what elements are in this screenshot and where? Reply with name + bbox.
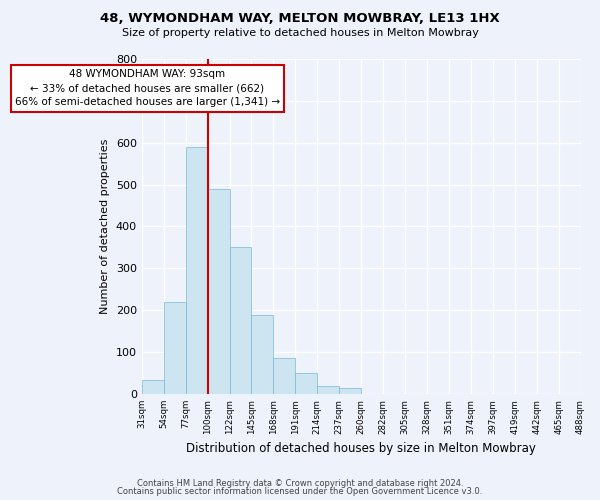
Y-axis label: Number of detached properties: Number of detached properties <box>100 139 110 314</box>
Bar <box>208 189 229 394</box>
Text: 48 WYMONDHAM WAY: 93sqm
← 33% of detached houses are smaller (662)
66% of semi-d: 48 WYMONDHAM WAY: 93sqm ← 33% of detache… <box>14 70 280 108</box>
Text: 48, WYMONDHAM WAY, MELTON MOWBRAY, LE13 1HX: 48, WYMONDHAM WAY, MELTON MOWBRAY, LE13 … <box>100 12 500 26</box>
Text: Contains HM Land Registry data © Crown copyright and database right 2024.: Contains HM Land Registry data © Crown c… <box>137 478 463 488</box>
Bar <box>164 302 185 394</box>
Bar <box>339 388 361 394</box>
Bar <box>251 315 274 394</box>
X-axis label: Distribution of detached houses by size in Melton Mowbray: Distribution of detached houses by size … <box>186 442 536 455</box>
Bar <box>274 358 295 394</box>
Bar <box>142 380 164 394</box>
Text: Contains public sector information licensed under the Open Government Licence v3: Contains public sector information licen… <box>118 488 482 496</box>
Bar <box>317 386 339 394</box>
Bar <box>229 248 251 394</box>
Bar <box>185 147 208 394</box>
Bar <box>295 373 317 394</box>
Text: Size of property relative to detached houses in Melton Mowbray: Size of property relative to detached ho… <box>122 28 478 38</box>
